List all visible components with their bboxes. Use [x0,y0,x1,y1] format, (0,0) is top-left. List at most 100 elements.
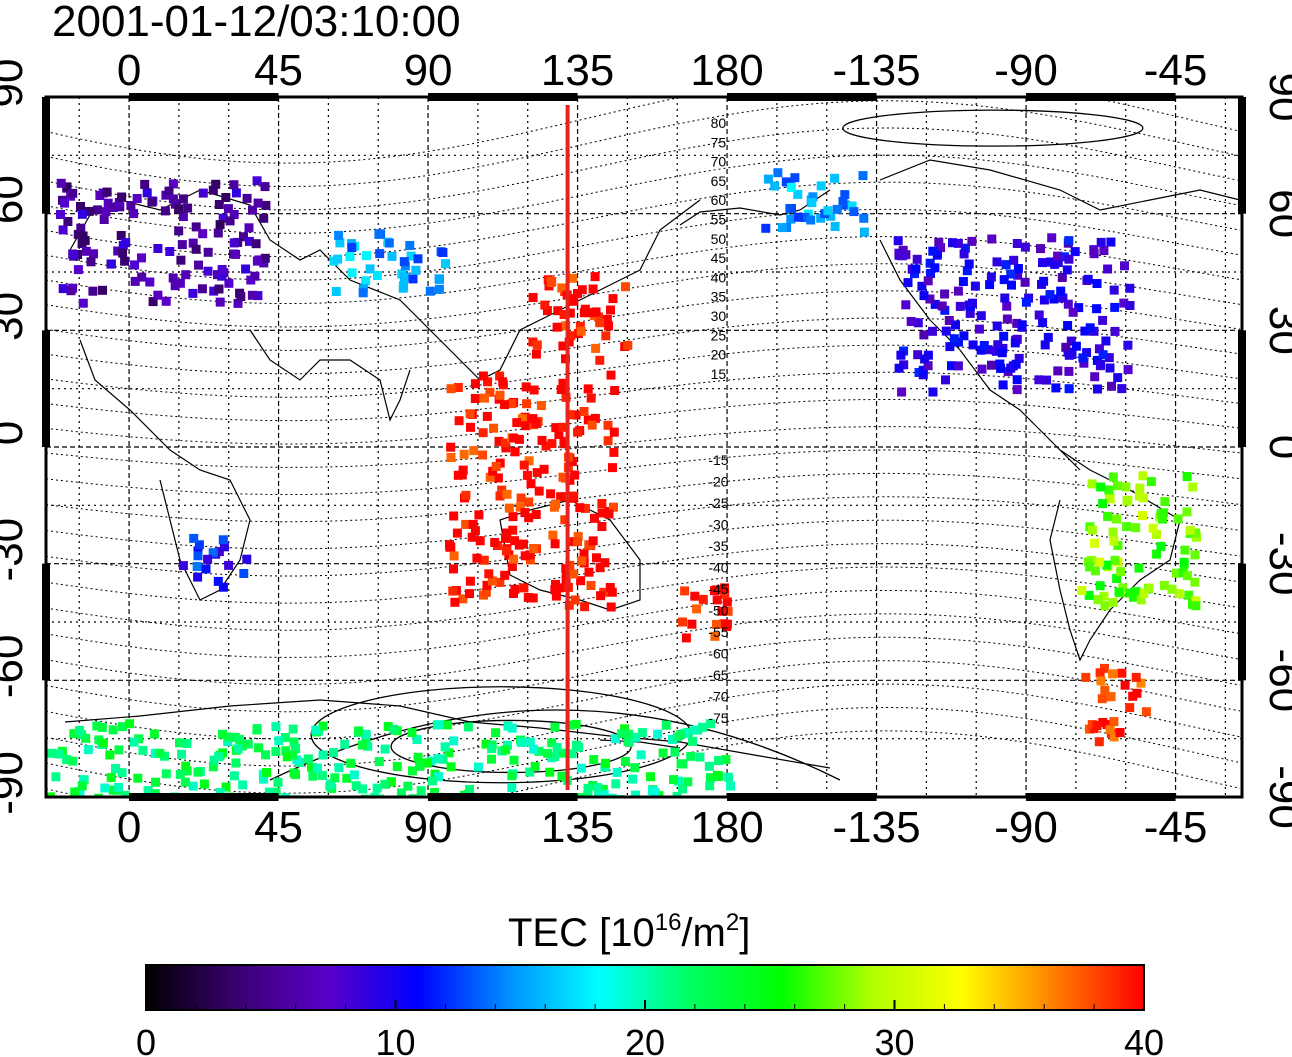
magnetic-contour [46,636,1241,713]
tec-point [712,770,722,780]
tec-point [452,528,462,538]
tec-point [73,229,83,239]
tec-point [361,729,371,739]
tec-point [806,215,816,225]
colorbar-label-unit-superscript: 2 [726,909,739,936]
tec-point [493,473,503,483]
tec-point [595,563,605,573]
tec-point [494,436,504,446]
tec-point [545,767,555,777]
tec-point [928,246,938,256]
tec-point [98,738,108,748]
tec-point [1056,286,1066,296]
frame-bar-right [1238,330,1246,447]
tec-point [1190,550,1200,560]
tec-point [126,201,136,210]
tec-point [606,602,616,612]
tec-point [133,773,143,783]
tec-point [549,502,559,512]
tec-point [557,283,567,293]
tec-point [259,774,269,784]
tec-point [500,570,510,580]
contour-label: -45 [708,581,728,597]
tec-point [723,606,733,616]
tec-point [609,427,619,437]
tec-point [445,542,455,552]
tec-point [76,202,85,211]
tec-point [229,771,239,781]
tec-point [1135,483,1145,493]
tec-point [125,719,135,729]
tec-point [149,729,159,739]
magnetic-contour [46,100,1241,187]
tec-point [1138,471,1148,481]
tec-point [66,286,76,296]
tec-point [1104,485,1114,495]
tec-point [705,781,715,791]
tec-point [465,589,474,599]
tec-point [444,748,454,758]
tec-point [449,511,459,521]
tec-point [1045,290,1055,300]
tec-point [520,508,530,518]
tec-point [1053,258,1063,267]
tec-point [219,542,229,552]
tec-point [182,739,192,748]
tec-point [137,253,146,263]
tec-point [1099,246,1109,255]
colorbar-tick-label: 0 [136,1022,156,1057]
tec-point [1156,509,1166,519]
tec-point [254,743,264,753]
tec-point [567,749,577,759]
right-latitude-label: -30 [1260,532,1292,596]
tec-point [1095,668,1105,678]
tec-point [120,256,130,266]
tec-point [1038,318,1048,328]
tec-point [623,340,633,350]
tec-point [586,581,596,590]
tec-point [1123,340,1133,350]
tec-point [244,236,254,246]
tec-point [522,399,532,409]
coastline [79,339,251,601]
tec-point [500,400,509,410]
magnetic-contour [46,590,1241,658]
bottom-longitude-label: -135 [833,803,921,852]
tec-point [507,723,517,733]
tec-point [248,205,257,215]
tec-point [289,768,299,778]
tec-point [334,230,344,240]
tec-point [1087,525,1097,535]
tec-point [976,345,986,355]
tec-point [714,756,723,766]
tec-point [1134,563,1144,573]
tec-point [550,722,560,732]
tec-point [589,755,599,765]
tec-point [786,182,796,192]
tec-point [56,178,66,188]
tec-point [160,206,170,216]
tec-point [1190,577,1200,587]
tec-point [446,453,456,462]
tec-point [342,773,352,783]
tec-point [577,285,587,295]
tec-point [271,747,281,756]
tec-point [998,380,1008,390]
tec-point [605,583,615,592]
tec-point [532,340,542,350]
tec-point [571,719,581,729]
left-latitude-label: 30 [0,292,32,341]
frame-bar-right [1238,97,1246,214]
tec-point [630,790,640,797]
tec-point [558,341,568,351]
tec-point [468,519,478,529]
tec-point [221,193,231,202]
tec-point [1013,270,1023,280]
tec-point [252,724,262,734]
tec-point [726,781,736,791]
tec-point [218,729,227,739]
tec-point [526,479,536,489]
tec-point [1109,536,1119,546]
tec-point [570,595,580,605]
tec-point [1074,303,1084,313]
